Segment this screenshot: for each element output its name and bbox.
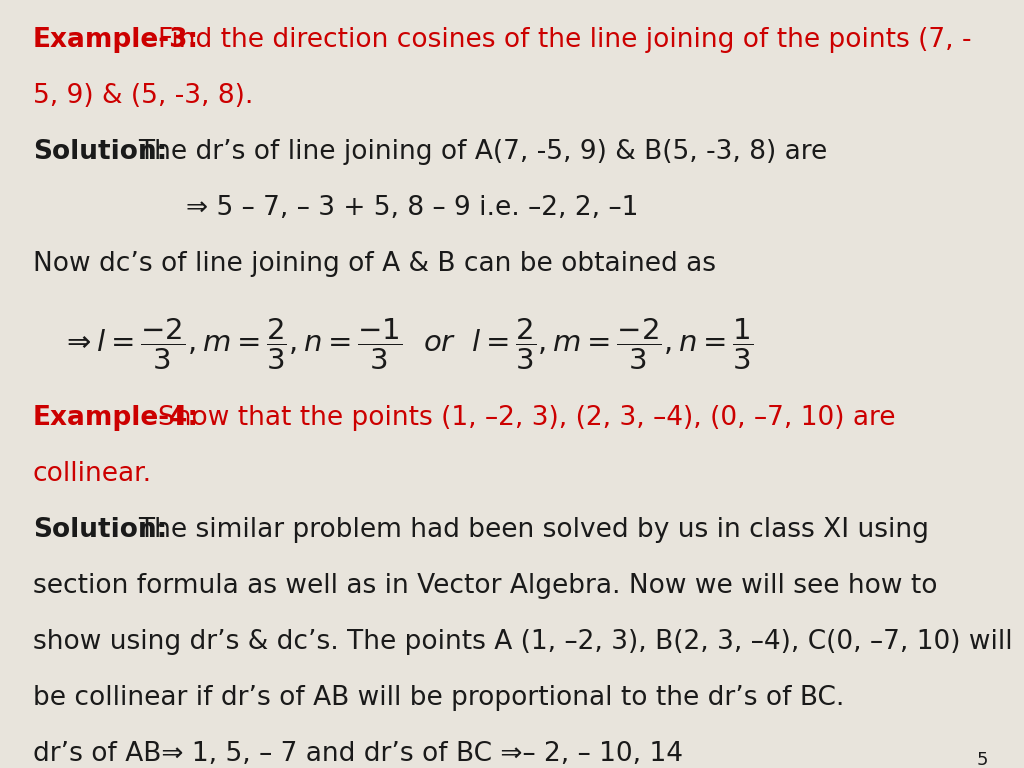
Text: show using dr’s & dc’s. The points A (1, –2, 3), B(2, 3, –4), C(0, –7, 10) will: show using dr’s & dc’s. The points A (1,… (33, 629, 1013, 655)
Text: ⇒ 5 – 7, – 3 + 5, 8 – 9 i.e. –2, 2, –1: ⇒ 5 – 7, – 3 + 5, 8 – 9 i.e. –2, 2, –1 (186, 195, 639, 221)
Text: 5: 5 (977, 751, 988, 768)
Text: Solution:: Solution: (33, 139, 167, 165)
Text: $\Rightarrow l = \dfrac{-2}{3}, m = \dfrac{2}{3}, n = \dfrac{-1}{3}\ \  or \ \  : $\Rightarrow l = \dfrac{-2}{3}, m = \dfr… (61, 316, 754, 372)
Text: collinear.: collinear. (33, 461, 152, 487)
Text: Show that the points (1, –2, 3), (2, 3, –4), (0, –7, 10) are: Show that the points (1, –2, 3), (2, 3, … (158, 405, 895, 431)
Text: 5, 9) & (5, -3, 8).: 5, 9) & (5, -3, 8). (33, 83, 253, 109)
Text: be collinear if dr’s of AB will be proportional to the dr’s of BC.: be collinear if dr’s of AB will be propo… (33, 685, 844, 711)
Text: The dr’s of line joining of A(7, -5, 9) & B(5, -3, 8) are: The dr’s of line joining of A(7, -5, 9) … (138, 139, 827, 165)
Text: section formula as well as in Vector Algebra. Now we will see how to: section formula as well as in Vector Alg… (33, 573, 937, 599)
Text: Example-3:: Example-3: (33, 27, 199, 53)
Text: The similar problem had been solved by us in class XI using: The similar problem had been solved by u… (138, 517, 929, 543)
Text: Solution:: Solution: (33, 517, 167, 543)
Text: Now dc’s of line joining of A & B can be obtained as: Now dc’s of line joining of A & B can be… (33, 251, 716, 277)
Text: Example-4:: Example-4: (33, 405, 199, 431)
Text: dr’s of AB⇒ 1, 5, – 7 and dr’s of BC ⇒– 2, – 10, 14: dr’s of AB⇒ 1, 5, – 7 and dr’s of BC ⇒– … (33, 741, 683, 767)
Text: Find the direction cosines of the line joining of the points (7, -: Find the direction cosines of the line j… (158, 27, 971, 53)
